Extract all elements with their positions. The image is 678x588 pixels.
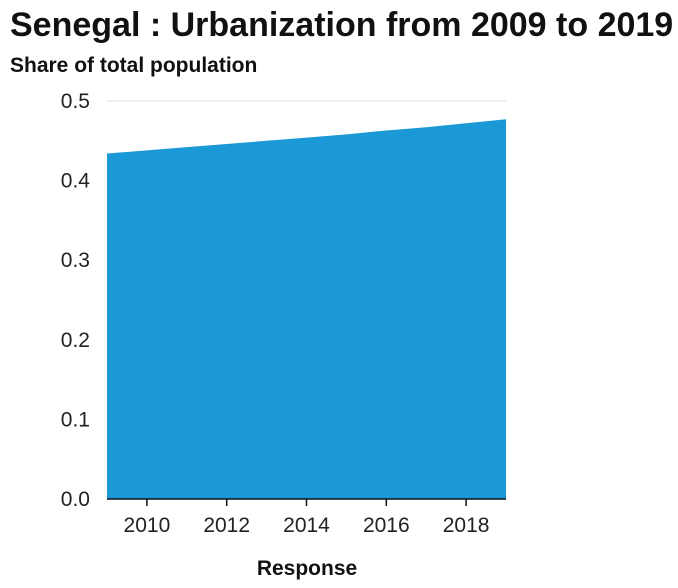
y-tick-label: 0.3 <box>61 249 90 272</box>
x-axis-ticks: 2010 2012 2014 2016 2018 <box>124 499 490 537</box>
x-tick-label: 2010 <box>124 514 171 537</box>
x-axis-label: Response <box>257 557 357 580</box>
x-tick-label: 2018 <box>443 514 490 537</box>
y-tick-label: 0.2 <box>61 329 90 352</box>
y-tick-label: 0.0 <box>61 488 90 511</box>
y-tick-label: 0.5 <box>61 90 90 113</box>
y-tick-label: 0.1 <box>61 408 90 431</box>
y-axis-ticks: 0.0 0.1 0.2 0.3 0.4 0.5 <box>61 90 91 511</box>
chart-title: Senegal : Urbanization from 2009 to 2019 <box>10 6 674 44</box>
x-tick-label: 2014 <box>283 514 330 537</box>
x-tick-label: 2016 <box>363 514 410 537</box>
y-axis-label: Share of total population <box>10 54 258 77</box>
urbanization-area <box>107 119 506 500</box>
y-tick-label: 0.4 <box>61 170 91 193</box>
x-tick-label: 2012 <box>203 514 250 537</box>
